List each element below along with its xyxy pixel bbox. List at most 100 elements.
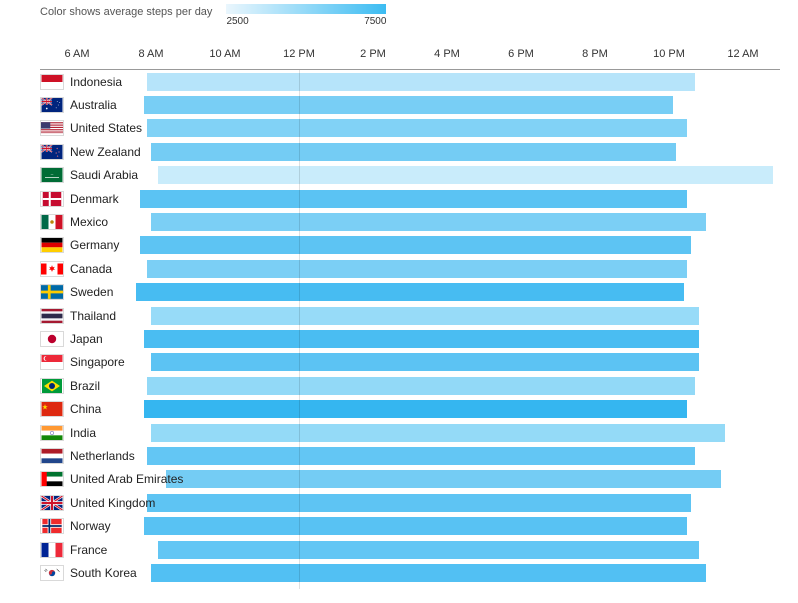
x-axis-tick: 10 PM: [653, 48, 685, 60]
chart-row: United Kingdom: [40, 491, 780, 514]
flag-icon: [40, 284, 64, 300]
chart-row: Brazil: [40, 374, 780, 397]
flag-icon: ـــ: [40, 167, 64, 183]
bar: [140, 190, 688, 208]
country-label: New Zealand: [70, 145, 141, 159]
bar: [147, 447, 695, 465]
country-label: Japan: [70, 332, 103, 346]
country-label: Indonesia: [70, 75, 122, 89]
legend-caption: Color shows average steps per day: [40, 4, 212, 18]
flag-icon: [40, 120, 64, 136]
legend-ticks: 2500 7500: [226, 16, 386, 27]
bar: [144, 96, 673, 114]
chart-row: United Arab Emirates: [40, 468, 780, 491]
flag-icon: [40, 542, 64, 558]
country-label: Australia: [70, 98, 117, 112]
flag-icon: [40, 237, 64, 253]
x-axis-tick: 6 AM: [64, 48, 89, 60]
country-label: India: [70, 426, 96, 440]
chart-row: Japan: [40, 327, 780, 350]
flag-icon: [40, 331, 64, 347]
bar: [151, 213, 706, 231]
chart-row: South Korea: [40, 561, 780, 584]
bar: [151, 307, 699, 325]
country-label: Singapore: [70, 355, 125, 369]
x-axis-tick: 2 PM: [360, 48, 386, 60]
bar: [166, 470, 721, 488]
country-label: Netherlands: [70, 449, 135, 463]
country-label: Thailand: [70, 309, 116, 323]
flag-icon: [40, 308, 64, 324]
bar: [140, 236, 691, 254]
country-label: United States: [70, 121, 142, 135]
country-label: Saudi Arabia: [70, 168, 138, 182]
svg-text:ـــ: ـــ: [50, 172, 54, 176]
bar: [147, 494, 691, 512]
legend-gradient: [226, 4, 386, 14]
country-label: United Kingdom: [70, 496, 155, 510]
chart: 6 AM8 AM10 AM12 PM2 PM4 PM6 PM8 PM10 PM1…: [40, 42, 780, 585]
flag-icon: [40, 448, 64, 464]
legend: Color shows average steps per day 2500 7…: [40, 4, 386, 27]
country-label: Brazil: [70, 379, 100, 393]
legend-gradient-wrap: 2500 7500: [226, 4, 386, 27]
bar: [147, 260, 687, 278]
bar: [144, 330, 699, 348]
bar: [147, 73, 695, 91]
chart-row: Australia: [40, 93, 780, 116]
flag-icon: [40, 354, 64, 370]
flag-icon: [40, 425, 64, 441]
country-label: United Arab Emirates: [70, 472, 183, 486]
chart-row: ـــ Saudi Arabia: [40, 164, 780, 187]
flag-icon: [40, 191, 64, 207]
flag-icon: [40, 495, 64, 511]
x-axis-tick: 12 PM: [283, 48, 315, 60]
gridline: [299, 70, 300, 589]
x-axis-tick: 4 PM: [434, 48, 460, 60]
bar: [144, 400, 688, 418]
x-axis: 6 AM8 AM10 AM12 PM2 PM4 PM6 PM8 PM10 PM1…: [40, 42, 780, 70]
x-axis-tick: 6 PM: [508, 48, 534, 60]
legend-max-label: 7500: [364, 16, 386, 27]
chart-row: Canada: [40, 257, 780, 280]
bar: [158, 166, 772, 184]
chart-row: Indonesia: [40, 70, 780, 93]
country-label: Norway: [70, 519, 111, 533]
chart-row: Norway: [40, 514, 780, 537]
flag-icon: [40, 74, 64, 90]
country-label: France: [70, 543, 107, 557]
legend-min-label: 2500: [226, 16, 248, 27]
bar: [147, 377, 695, 395]
bar: [151, 143, 676, 161]
chart-rows: Indonesia Australia United States New Zeala…: [40, 70, 780, 585]
country-label: Denmark: [70, 192, 119, 206]
flag-icon: [40, 565, 64, 581]
country-label: China: [70, 402, 101, 416]
bar: [158, 541, 698, 559]
chart-row: Denmark: [40, 187, 780, 210]
chart-row: Singapore: [40, 351, 780, 374]
chart-row: Thailand: [40, 304, 780, 327]
chart-row: India: [40, 421, 780, 444]
country-label: Canada: [70, 262, 112, 276]
chart-row: China: [40, 397, 780, 420]
country-label: Mexico: [70, 215, 108, 229]
x-axis-tick: 10 AM: [209, 48, 240, 60]
flag-icon: [40, 401, 64, 417]
flag-icon: [40, 97, 64, 113]
flag-icon: [40, 471, 64, 487]
chart-row: Netherlands: [40, 444, 780, 467]
flag-icon: [40, 378, 64, 394]
chart-row: Germany: [40, 234, 780, 257]
x-axis-tick: 8 AM: [138, 48, 163, 60]
flag-icon: [40, 518, 64, 534]
flag-icon: [40, 214, 64, 230]
country-label: Germany: [70, 238, 119, 252]
bar: [144, 517, 688, 535]
chart-row: Mexico: [40, 210, 780, 233]
chart-row: United States: [40, 117, 780, 140]
flag-icon: [40, 261, 64, 277]
chart-row: Sweden: [40, 281, 780, 304]
bar: [136, 283, 684, 301]
bar: [151, 564, 706, 582]
